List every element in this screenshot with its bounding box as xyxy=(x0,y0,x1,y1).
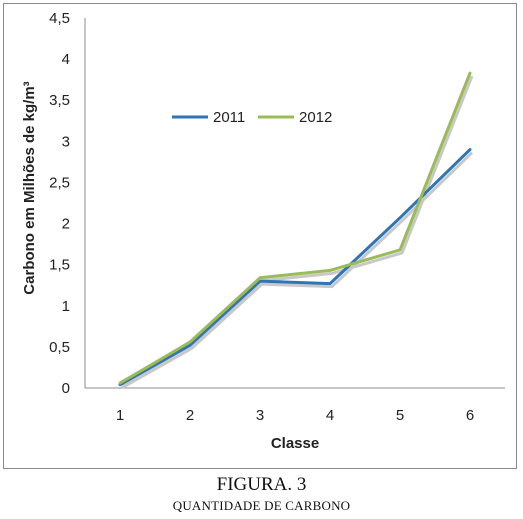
figure-caption-title: FIGURA. 3 xyxy=(216,474,307,495)
series-line-2012 xyxy=(118,71,472,385)
x-tick-label: 5 xyxy=(396,407,404,424)
legend-label-2012: 2012 xyxy=(299,109,332,126)
y-tick-label: 0,5 xyxy=(49,339,70,356)
series-layer xyxy=(118,71,474,390)
y-tick-label: 4 xyxy=(62,51,70,68)
series-line-2011 xyxy=(118,148,472,387)
x-tick-label: 4 xyxy=(326,407,334,424)
x-tick-label: 1 xyxy=(116,407,124,424)
y-tick-labels: 0 0,5 1 1,5 2 2,5 3 3,5 4 4,5 xyxy=(49,10,70,397)
legend-label-2011: 2011 xyxy=(213,109,245,126)
chart-frame xyxy=(3,3,517,469)
y-tick-label: 3,5 xyxy=(49,92,70,109)
line-chart: 0 0,5 1 1,5 2 2,5 3 3,5 4 4,5 1 2 3 4 5 6 2011 2012 Cla… xyxy=(21,10,505,452)
x-tick-label: 3 xyxy=(256,407,264,424)
y-tick-label: 1 xyxy=(62,298,70,315)
x-tick-labels: 1 2 3 4 5 6 xyxy=(116,407,474,424)
y-tick-label: 2,5 xyxy=(49,174,70,191)
x-tick-label: 2 xyxy=(186,407,194,424)
legend: 2011 2012 xyxy=(172,109,332,126)
y-tick-label: 2 xyxy=(62,216,70,233)
y-tick-label: 0 xyxy=(62,380,70,397)
x-tick-label: 6 xyxy=(466,407,474,424)
y-tick-label: 3 xyxy=(62,133,70,150)
series-shadow-2011 xyxy=(121,151,474,390)
y-tick-label: 4,5 xyxy=(49,10,70,27)
x-axis-title: Classe xyxy=(271,435,319,452)
y-tick-label: 1,5 xyxy=(49,257,70,274)
figure-caption-subtitle: QUANTIDADE DE CARBONO xyxy=(172,498,351,513)
y-axis-title: Carbono em Milhões de kg/m³ xyxy=(21,81,38,294)
series-shadow-2012 xyxy=(121,75,474,388)
